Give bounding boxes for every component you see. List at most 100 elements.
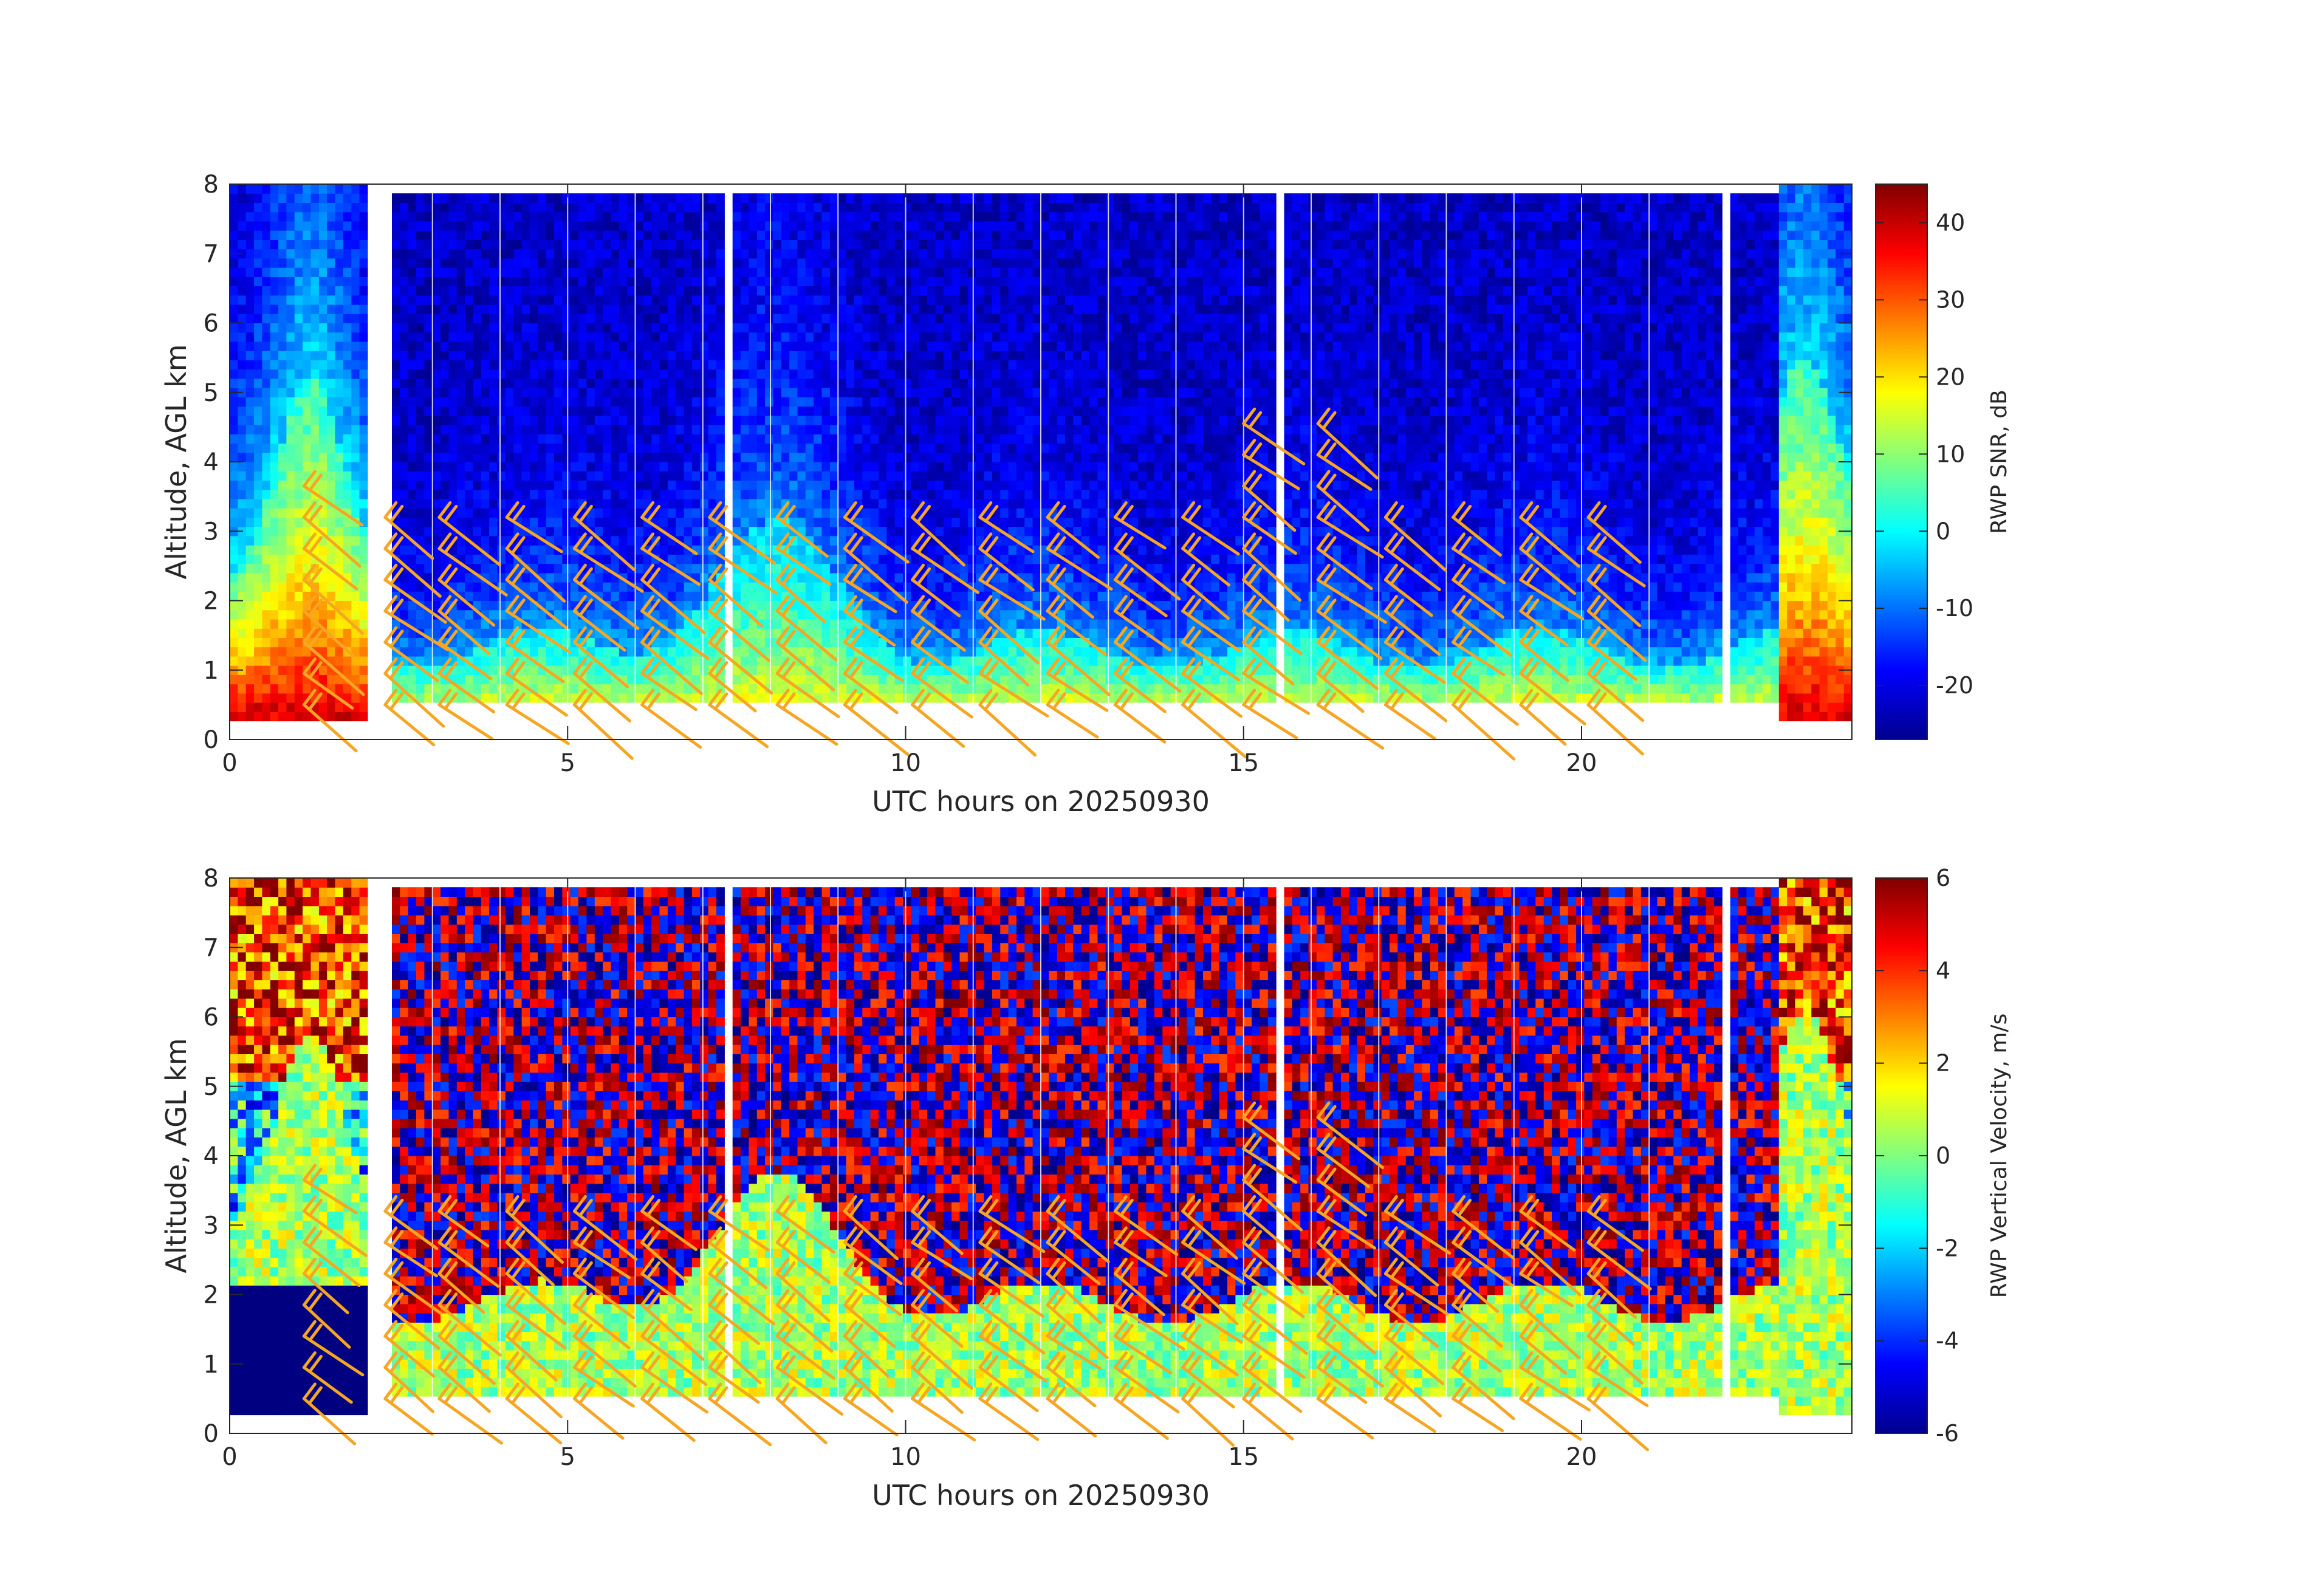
heat-cell (327, 591, 336, 602)
heat-cell (838, 276, 847, 287)
heat-cell (789, 388, 798, 397)
heat-cell (756, 563, 766, 574)
heat-cell (570, 286, 579, 296)
heat-cell (489, 462, 498, 472)
heat-cell (408, 415, 417, 425)
heat-cell (870, 415, 879, 425)
heat-cell (846, 351, 855, 360)
heat-cell (741, 378, 749, 388)
heat-cell (562, 452, 571, 462)
heat-cell (416, 202, 425, 213)
heat-cell (351, 351, 360, 360)
heat-cell (635, 443, 644, 453)
heat-cell (456, 332, 465, 342)
heat-cell (838, 480, 847, 490)
heat-cell (659, 434, 668, 444)
heat-cell (318, 637, 327, 648)
heat-cell (635, 656, 644, 666)
heat-cell (935, 554, 944, 564)
heat-cell (456, 665, 465, 675)
heat-cell (262, 193, 271, 203)
heat-cell (538, 221, 547, 231)
heat-cell (951, 276, 960, 287)
heat-cell (789, 434, 798, 444)
heat-cell (310, 434, 320, 444)
heat-cell (400, 239, 409, 250)
heat-cell (838, 628, 847, 638)
heat-cell (611, 406, 620, 416)
heat-cell (619, 406, 628, 416)
heat-cell (554, 582, 563, 592)
heat-cell (351, 369, 360, 379)
heat-cell (294, 508, 303, 518)
heat-cell (505, 202, 514, 213)
heat-cell (270, 276, 279, 287)
heat-cell (700, 471, 709, 481)
heat-cell (465, 609, 473, 620)
heat-cell (497, 600, 506, 611)
heat-cell (976, 684, 985, 694)
heat-cell (392, 452, 400, 462)
heat-cell (432, 684, 441, 694)
heat-cell (245, 498, 255, 509)
heat-cell (676, 619, 685, 629)
heat-cell (838, 369, 847, 379)
heat-cell (691, 489, 701, 499)
heat-cell (894, 545, 903, 555)
heat-cell (294, 184, 303, 194)
heat-cell (870, 517, 879, 527)
heat-cell (238, 563, 247, 574)
heat-cell (448, 443, 458, 453)
heat-cell (984, 341, 993, 351)
heat-cell (238, 286, 247, 296)
heat-cell (521, 609, 530, 620)
heat-cell (765, 600, 773, 611)
heat-cell (667, 378, 676, 388)
heat-cell (967, 341, 976, 351)
heat-cell (262, 202, 271, 213)
heat-cell (513, 211, 523, 222)
heat-cell (278, 286, 287, 296)
heat-cell (684, 369, 693, 379)
heat-cell (838, 267, 847, 277)
heat-cell (481, 693, 490, 703)
heat-cell (886, 369, 896, 379)
heat-cell (440, 221, 449, 231)
heat-cell (741, 526, 749, 537)
heat-cell (619, 341, 628, 351)
heat-cell (432, 267, 441, 277)
heat-cell (886, 258, 896, 268)
heat-cell (538, 369, 547, 379)
heat-cell (359, 443, 368, 453)
heat-cell (797, 508, 806, 518)
heat-cell (530, 388, 538, 397)
heat-cell (278, 425, 287, 434)
heat-cell (513, 462, 523, 472)
heat-cell (756, 471, 766, 481)
heat-cell (570, 471, 579, 481)
heat-cell (440, 360, 449, 370)
heat-cell (286, 489, 295, 499)
heat-cell (278, 619, 287, 629)
heat-cell (303, 360, 311, 370)
heat-cell (789, 351, 798, 360)
heat-cell (245, 332, 255, 342)
heat-cell (927, 193, 936, 203)
heat-cell (294, 267, 303, 277)
heat-cell (976, 323, 985, 333)
heat-cell (408, 582, 417, 592)
heat-cell (278, 665, 287, 675)
heat-cell (708, 656, 717, 666)
heat-cell (538, 406, 547, 416)
heat-cell (554, 332, 563, 342)
heat-cell (546, 369, 555, 379)
heat-cell (716, 526, 725, 537)
heat-cell (635, 360, 644, 370)
heat-cell (854, 591, 863, 602)
heat-cell (432, 378, 441, 388)
heat-cell (886, 554, 896, 564)
heat-cell (967, 406, 976, 416)
heat-cell (351, 406, 360, 416)
heat-cell (919, 378, 928, 388)
heat-cell (903, 239, 911, 250)
